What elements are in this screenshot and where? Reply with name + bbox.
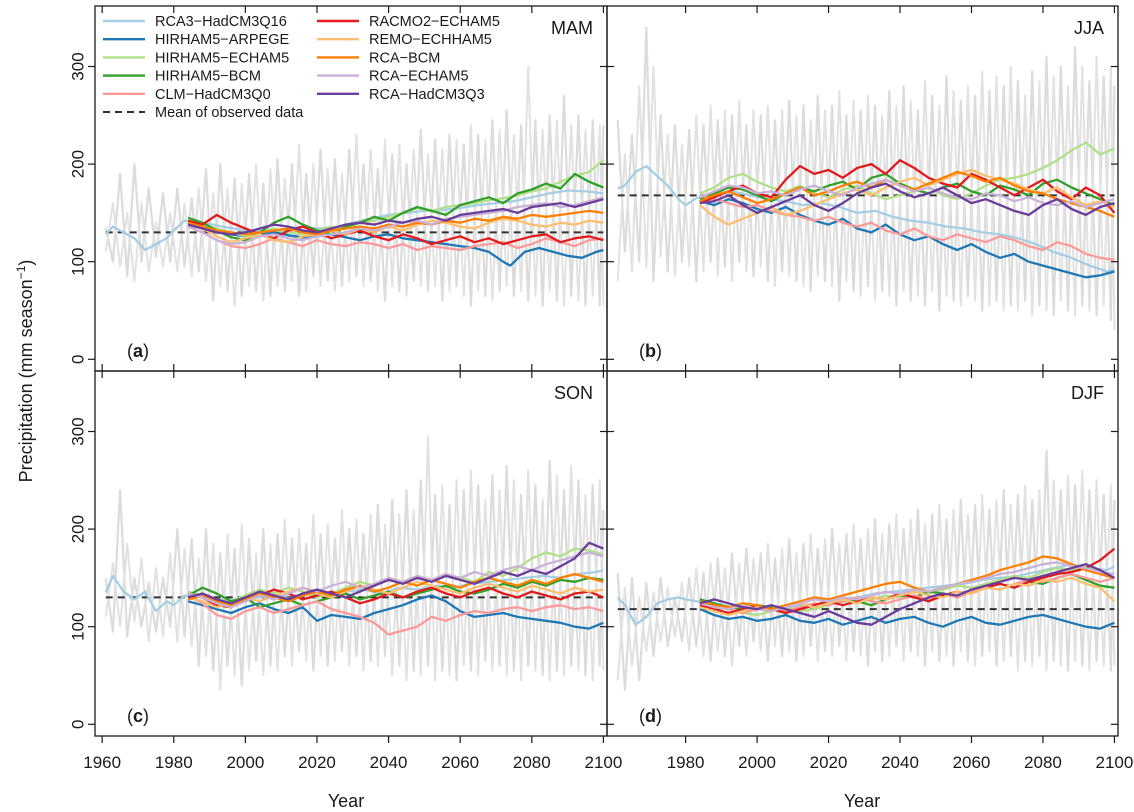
panel-c-xtick-label-1980: 1980 [155, 753, 193, 772]
panel-b-letter-open: ( [639, 341, 645, 361]
panel-b-series-rca-hadcm3q3 [699, 182, 1115, 217]
panel-c-series-rca-echam5 [187, 551, 604, 609]
panel-d-gray-envelope-2 [616, 469, 1116, 681]
panel-d-frame [606, 370, 1119, 737]
legend-label-hirham5-bcm: HIRHAM5−BCM [155, 69, 261, 85]
panel-c-season-label: SON [554, 383, 593, 403]
panel-c-xtick-label-1960: 1960 [83, 753, 121, 772]
legend-label-racmo2-echam5: RACMO2−ECHAM5 [369, 14, 500, 30]
panel-c-ytick-label-200: 200 [69, 515, 88, 543]
panel-d-letter: (d) [639, 706, 662, 726]
panel-b-series-hirham5-arpege [699, 198, 1115, 279]
x-axis-label-right: Year [844, 791, 880, 811]
panel-b-letter-char: b [645, 341, 656, 361]
panel-c-letter-char: c [133, 706, 143, 726]
panel-a-series-remo-echham5 [187, 217, 604, 244]
panel-b-series-racmo2-echam5 [699, 159, 1116, 214]
panel-a: 0 100 200 300 MAM (a) [69, 5, 608, 372]
legend-label-rca3-hadcm3q16: RCA3−HadCM3Q16 [155, 14, 287, 30]
panel-b-letter: (b) [639, 341, 662, 361]
legend-label-rca-echam5: RCA−ECHAM5 [369, 69, 469, 85]
panel-a-letter-open: ( [127, 341, 133, 361]
panel-c-xtick-label-2060: 2060 [441, 753, 479, 772]
panel-c-xtick-label-2040: 2040 [370, 753, 408, 772]
panel-b-series-rca3-hadcm3q16 [617, 164, 1115, 273]
panel-a-series-rca-hadcm3q3 [187, 198, 604, 236]
legend-label-hirham5-arpege: HIRHAM5−ARPEGE [155, 32, 289, 48]
panel-a-letter: (a) [127, 341, 149, 361]
panel-d-letter-open: ( [639, 706, 645, 726]
x-axis-label-left: Year [328, 791, 364, 811]
panel-c-xtick-label-2100: 2100 [585, 753, 623, 772]
panel-d-letter-char: d [645, 706, 656, 726]
y-axis-label-close: ) [16, 260, 36, 266]
panel-b-season-label: JJA [1074, 18, 1104, 38]
y-axis-label-main: Precipitation (mm season [16, 279, 36, 482]
panel-d-xtick-label-2000: 2000 [738, 753, 776, 772]
y-axis-label: Precipitation (mm season−1) [14, 260, 36, 483]
legend-label-remo-echham5: REMO−ECHHAM5 [369, 32, 492, 48]
panel-d-season-label: DJF [1071, 383, 1104, 403]
panel-c-series-hirham5-arpege [187, 594, 604, 630]
panel-c-ytick-label-300: 300 [69, 417, 88, 445]
panel-d-xtick-label-2020: 2020 [810, 753, 848, 772]
panel-a-letter-char: a [133, 341, 144, 361]
panel-a-series-rca-echam5 [187, 196, 604, 246]
panel-b-letter-close: ) [656, 341, 662, 361]
panel-c-xtick-label-2080: 2080 [513, 753, 551, 772]
panel-d-series-hirham5-arpege [699, 608, 1115, 630]
panel-d-letter-close: ) [656, 706, 662, 726]
legend-label-rca-hadcm3q3: RCA−HadCM3Q3 [369, 87, 485, 103]
panel-d-series-rca-hadcm3q3 [699, 563, 1115, 626]
legend-label-hirham5-echam5: HIRHAM5−ECHAM5 [155, 50, 289, 66]
panel-b-gray-envelope-2 [616, 55, 1116, 331]
panel-d-xtick-label-2080: 2080 [1024, 753, 1062, 772]
panel-d-xtick-label-2060: 2060 [953, 753, 991, 772]
legend-label-clm-hadcm3q0: CLM−HadCM3Q0 [155, 87, 271, 103]
panel-c-series-rca-bcm [187, 572, 604, 607]
panel-c-ytick-label-100: 100 [69, 613, 88, 641]
panel-c-gray-envelope-2 [104, 435, 605, 692]
panel-a-ytick-label-0: 0 [69, 355, 88, 364]
panel-d-series-rca-echam5 [699, 561, 1115, 613]
y-axis-label-exponent: −1 [14, 265, 28, 279]
panel-a-season-label: MAM [551, 18, 593, 38]
panel-b-series-clm-hadcm3q0 [699, 194, 1115, 261]
panel-b: JJA (b) [606, 5, 1119, 372]
panel-a-gray-envelope [104, 94, 605, 307]
legend-label-observed-mean: Mean of observed data [155, 105, 304, 121]
panel-d: 1980 2000 2020 2040 2060 2080 2100 DJF (d) [606, 370, 1134, 772]
legend: RCA3−HadCM3Q16 HIRHAM5−ARPEGE HIRHAM5−ECHA… [103, 14, 500, 121]
panel-c-letter-open: ( [127, 706, 133, 726]
panel-c-letter: (c) [127, 706, 149, 726]
legend-label-rca-bcm: RCA−BCM [369, 50, 440, 66]
panel-a-ytick-label-100: 100 [69, 248, 88, 276]
panel-c-series-rca-hadcm3q3 [187, 541, 604, 605]
panel-c-series-remo-echham5 [187, 580, 604, 609]
panel-d-gray-envelope [616, 449, 1116, 692]
panel-c-gray-envelope [104, 459, 605, 687]
panel-a-ytick-label-200: 200 [69, 150, 88, 178]
panel-a-series-clm-hadcm3q0 [187, 225, 604, 252]
panel-c-series-clm-hadcm3q0 [187, 594, 604, 636]
panel-a-letter-close: ) [143, 341, 149, 361]
panel-d-series-rca-bcm [699, 555, 1115, 611]
panel-d-xtick-label-1980: 1980 [667, 753, 705, 772]
panel-c: 0 100 200 300 1960 1980 2000 2020 2040 2060 2080 21… [69, 370, 623, 772]
panel-c-ytick-label-0: 0 [69, 720, 88, 729]
panel-b-gray-envelope [616, 26, 1116, 322]
panel-c-letter-close: ) [143, 706, 149, 726]
panel-c-xtick-label-2000: 2000 [226, 753, 264, 772]
panel-d-xtick-label-2100: 2100 [1096, 753, 1134, 772]
panel-d-xtick-label-2040: 2040 [881, 753, 919, 772]
panel-a-ytick-label-300: 300 [69, 52, 88, 80]
panel-c-xtick-label-2020: 2020 [298, 753, 336, 772]
